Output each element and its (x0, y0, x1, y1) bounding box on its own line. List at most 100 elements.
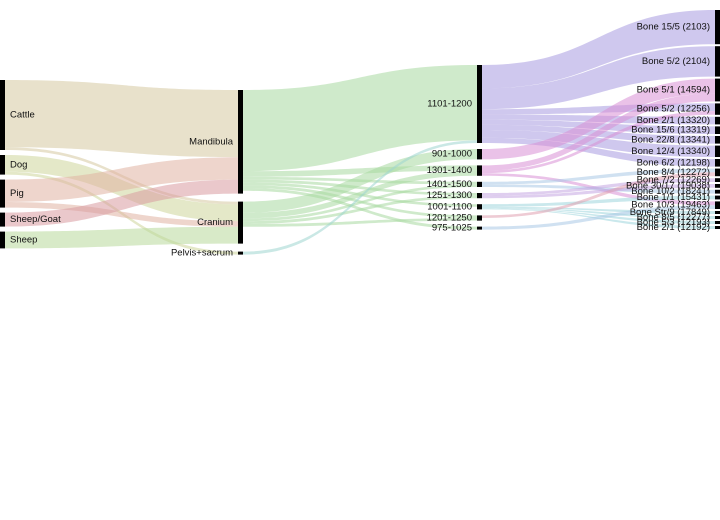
flow-1401-1500-to-bone-10-2-18241 (482, 184, 715, 194)
node-bar-sheep-goat (0, 212, 5, 227)
node-label-bone-22-8-13341: Bone 22/8 (13341) (631, 134, 710, 145)
node-label-bone-8-4-12272: Bone 8/4 (12272) (637, 167, 710, 178)
node-bar-cattle (0, 80, 5, 150)
node-label-bone-5-3-12193: Bone 5/3 (12193) (637, 217, 710, 228)
flow-1301-1400-to-bone-5-2-12256 (482, 111, 715, 174)
node-bar-dog (0, 155, 5, 175)
flow-1251-1300-to-bone-30-17-19038 (482, 184, 715, 199)
node-bar-bone-5-1-14594 (715, 78, 720, 102)
node-label-sheep: Sheep (10, 235, 37, 246)
node-bar-bone-22-8-13341 (715, 136, 720, 144)
flow-cranium-to-901-1000 (243, 149, 477, 213)
flow-1401-1500-to-bone-8-4-12272 (482, 168, 715, 185)
flow-mandibula-to-1251-1300 (243, 179, 477, 196)
node-bar-1201-1250 (477, 215, 482, 221)
node-label-bone-10-3-19463: Bone 10/3 (19463) (631, 200, 710, 211)
node-label-sheep-goat: Sheep/Goat (10, 214, 61, 225)
node-bar-901-1000 (477, 149, 482, 160)
node-bars (0, 10, 720, 255)
node-label-bone-12-4-13340: Bone 12/4 (13340) (631, 146, 710, 157)
flow-cattle-to-mandibula (5, 80, 238, 158)
node-bar-sheep (0, 231, 5, 249)
node-bar-mandibula (238, 90, 243, 194)
flow-cranium-to-1301-1400 (243, 170, 477, 219)
node-bar-bone-15-6-13319 (715, 126, 720, 134)
node-bar-1101-1200 (477, 65, 482, 143)
flow-sheep-to-cranium (5, 226, 238, 249)
node-label-bone-str-9-17849: Bone Str/9 (17849) (630, 207, 710, 218)
node-bar-bone-str-9-17849 (715, 211, 720, 214)
node-label-bone-2-1-12192: Bone 2/1 (12192) (637, 222, 710, 233)
node-bar-bone-6-2-12198 (715, 159, 720, 167)
flow-cranium-to-1201-1250 (243, 218, 477, 227)
node-label-bone-2-1-13320: Bone 2/1 (13320) (637, 115, 710, 126)
flow-cranium-to-1251-1300 (243, 195, 477, 224)
flow-1001-1100-to-bone-1-1-15431 (482, 195, 715, 207)
node-bar-bone-10-3-19463 (715, 201, 720, 209)
node-bar-cranium (238, 201, 243, 244)
node-bar-bone-10-2-18241 (715, 189, 720, 194)
node-bar-pig (0, 179, 5, 208)
flow-pig-to-cranium (5, 202, 238, 227)
node-bar-bone-2-1-12192 (715, 226, 720, 229)
flow-pig-to-mandibula (5, 157, 238, 202)
node-bar-bone-30-17-19038 (715, 184, 720, 188)
node-label-cranium: Cranium (197, 217, 233, 228)
node-label-pelvis-sacrum: Pelvis+sacrum (171, 248, 233, 259)
node-label-1201-1250: 1201-1250 (427, 213, 472, 224)
node-label-1301-1400: 1301-1400 (427, 165, 472, 176)
flow-cranium-to-1401-1500 (243, 184, 477, 222)
node-bar-1401-1500 (477, 181, 482, 187)
node-label-1251-1300: 1251-1300 (427, 190, 472, 201)
node-label-1401-1500: 1401-1500 (427, 179, 472, 190)
node-bar-bone-5-2-2104 (715, 46, 720, 77)
node-label-mandibula: Mandibula (189, 136, 234, 147)
node-bar-bone-8-4-12272 (715, 168, 720, 177)
flow-1251-1300-to-bone-7-2-12269 (482, 178, 715, 196)
node-bar-pelvis-sacrum (238, 251, 243, 255)
flow-1101-1200-to-bone-5-2-2104 (482, 46, 715, 110)
flow-mandibula-to-1301-1400 (243, 165, 477, 177)
node-label-975-1025: 975-1025 (432, 223, 472, 234)
node-label-1001-1100: 1001-1100 (427, 201, 472, 212)
node-bar-bone-15-5-2103 (715, 10, 720, 45)
flow-sheep-goat-to-mandibula (5, 179, 238, 227)
node-bar-bone-8-5-12277 (715, 216, 720, 219)
flow-1001-1100-to-bone-8-5-12277 (482, 207, 715, 219)
node-label-bone-5-1-14594: Bone 5/1 (14594) (637, 85, 710, 96)
flow-1301-1400-to-bone-5-1-14594 (482, 93, 715, 171)
node-bar-1001-1100 (477, 204, 482, 210)
node-label-1101-1200: 1101-1200 (427, 99, 472, 110)
flow-mandibula-to-1101-1200 (243, 65, 477, 172)
node-bar-975-1025 (477, 226, 482, 230)
node-label-bone-15-6-13319: Bone 15/6 (13319) (631, 125, 710, 136)
node-label-bone-30-17-19038: Bone 30/17 (19038) (626, 180, 710, 191)
node-bar-bone-5-2-12256 (715, 103, 720, 115)
node-label-bone-15-5-2103: Bone 15/5 (2103) (637, 22, 710, 33)
node-label-bone-1-1-15431: Bone 1/1 (15431) (637, 192, 710, 203)
node-label-bone-6-2-12198: Bone 6/2 (12198) (637, 157, 710, 168)
node-bar-1251-1300 (477, 193, 482, 199)
flow-pelvis-sacrum-to-1101-1200 (243, 140, 477, 255)
node-label-bone-8-5-12277: Bone 8/5 (12277) (637, 212, 710, 223)
node-label-bone-5-2-2104: Bone 5/2 (2104) (642, 56, 710, 67)
node-label-901-1000: 901-1000 (432, 149, 472, 160)
node-label-pig: Pig (10, 188, 24, 199)
node-bar-bone-12-4-13340 (715, 145, 720, 157)
node-label-bone-5-2-12256: Bone 5/2 (12256) (637, 104, 710, 115)
node-labels: Cattle Dog Pig Sheep/Goat Sheep Mandibula Cran… (10, 22, 710, 259)
flow-1101-1200-to-bone-15-6-13319 (482, 119, 715, 134)
node-label-bone-10-2-18241: Bone 10/2 (18241) (631, 186, 710, 197)
node-label-dog: Dog (10, 159, 27, 170)
node-bar-bone-5-3-12193 (715, 221, 720, 224)
node-bar-bone-7-2-12269 (715, 178, 720, 182)
node-label-bone-7-2-12269: Bone 7/2 (12269) (637, 175, 710, 186)
flow-1101-1200-to-bone-15-5-2103 (482, 10, 715, 89)
node-bar-bone-2-1-13320 (715, 116, 720, 125)
flow-1001-1100-to-bone-str-9-17849 (482, 206, 715, 214)
node-label-cattle: Cattle (10, 110, 35, 121)
node-bar-1301-1400 (477, 165, 482, 176)
flow-links (5, 10, 715, 255)
